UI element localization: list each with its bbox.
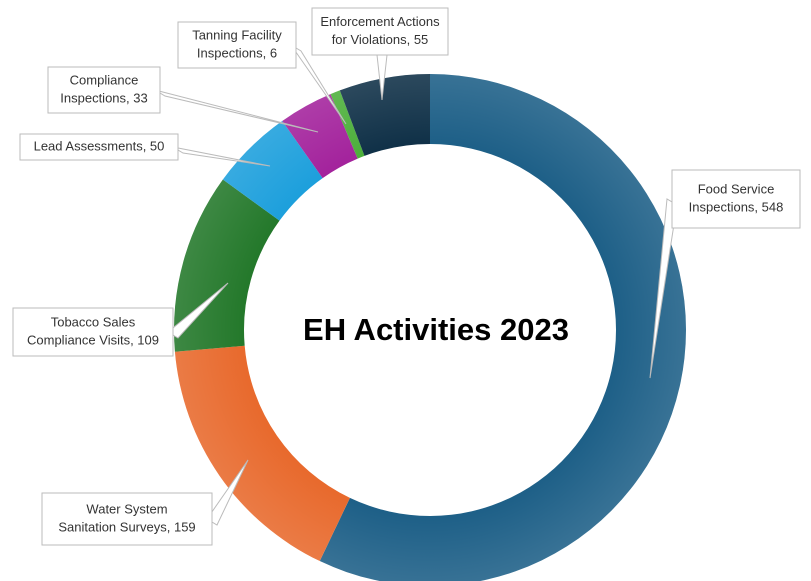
callout-box	[41, 492, 213, 546]
callout-pointer	[154, 89, 319, 133]
data-label: Food Service	[698, 181, 775, 196]
data-label: Compliance	[70, 72, 139, 87]
callout-box	[671, 169, 801, 229]
chart-title: EH Activities 2023	[303, 312, 569, 347]
data-label: Lead Assessments, 50	[34, 138, 165, 153]
data-label: Inspections, 548	[689, 199, 784, 214]
data-label: Sanitation Surveys, 159	[58, 519, 195, 534]
data-label: Water System	[86, 501, 167, 516]
callouts: Food Service Inspections, 548 Water System…	[12, 7, 801, 546]
data-label: for Violations, 55	[332, 32, 429, 47]
data-label: Tobacco Sales	[51, 314, 136, 329]
callout-box	[12, 307, 174, 357]
callout-box	[47, 66, 161, 114]
data-label: Compliance Visits, 109	[27, 332, 159, 347]
data-label: Inspections, 33	[60, 90, 147, 105]
data-label: Enforcement Actions	[320, 14, 440, 29]
callout-box	[311, 7, 449, 56]
callout-box	[177, 21, 297, 69]
data-label: Inspections, 6	[197, 45, 277, 60]
callout-box	[19, 133, 179, 161]
data-label: Tanning Facility	[192, 27, 282, 42]
